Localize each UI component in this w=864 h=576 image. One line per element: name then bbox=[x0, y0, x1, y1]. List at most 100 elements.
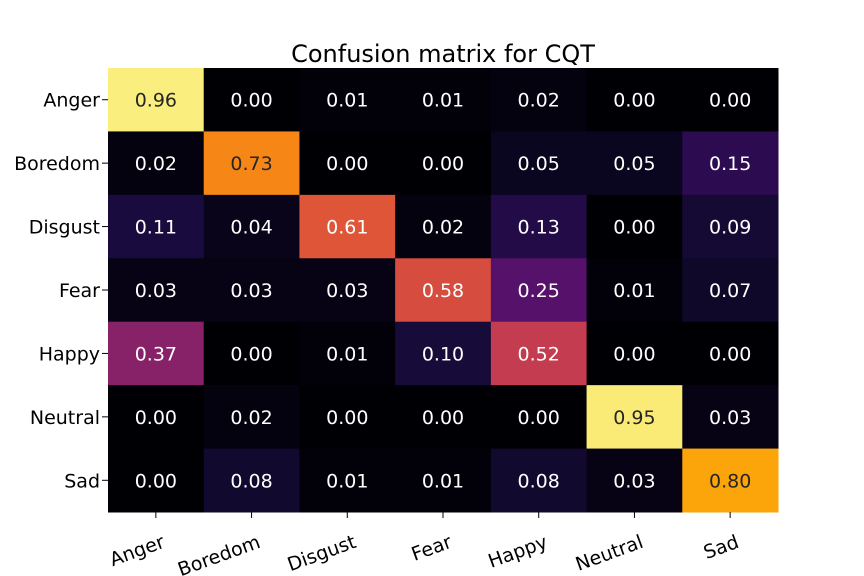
cell-boredom-neutral bbox=[586, 131, 683, 196]
x-tick-label-sad: Sad bbox=[701, 531, 742, 564]
y-axis: Anger Boredom Disgust Fear Happy Neutral Sad bbox=[14, 90, 108, 492]
cell-value-label: 0.00 bbox=[613, 90, 655, 112]
heatmap-cell-labels: 0.96 0.00 0.01 0.01 0.02 0.00 0.00 0.02 0.73 0.00… bbox=[135, 90, 752, 493]
cell-value-label: 0.25 bbox=[518, 280, 560, 302]
cell-value-label: 0.00 bbox=[709, 90, 751, 112]
cell-disgust-neutral bbox=[586, 194, 683, 259]
cell-value-label: 0.04 bbox=[230, 217, 272, 239]
x-tick-label-neutral: Neutral bbox=[573, 531, 646, 576]
cell-value-label: 0.00 bbox=[709, 343, 751, 365]
cell-value-label: 0.00 bbox=[230, 90, 272, 112]
cell-fear-sad bbox=[682, 258, 779, 323]
cell-value-label: 0.00 bbox=[230, 343, 272, 365]
cell-sad-sad bbox=[682, 448, 779, 513]
cell-value-label: 0.00 bbox=[135, 407, 177, 429]
cell-boredom-anger bbox=[108, 131, 205, 196]
cell-boredom-disgust bbox=[299, 131, 396, 196]
cell-neutral-boredom bbox=[203, 385, 300, 450]
y-tick-label-anger: Anger bbox=[43, 90, 100, 112]
cell-fear-fear bbox=[395, 258, 492, 323]
cell-value-label: 0.58 bbox=[422, 280, 464, 302]
cell-sad-happy bbox=[490, 448, 588, 513]
x-tick-label-fear: Fear bbox=[409, 531, 455, 566]
cell-value-label: 0.02 bbox=[135, 153, 177, 175]
cell-value-label: 0.00 bbox=[135, 470, 177, 492]
cell-value-label: 0.02 bbox=[230, 407, 272, 429]
x-tick-label-disgust: Disgust bbox=[285, 531, 359, 576]
cell-neutral-fear bbox=[395, 385, 492, 450]
cell-sad-disgust bbox=[299, 448, 396, 513]
cell-sad-boredom bbox=[203, 448, 300, 513]
cell-value-label: 0.96 bbox=[135, 90, 177, 112]
y-tick-label-neutral: Neutral bbox=[30, 407, 100, 429]
x-axis: Anger Boredom Disgust Fear Happy Neutral Sad bbox=[107, 512, 742, 576]
cell-sad-anger bbox=[108, 448, 205, 513]
cell-value-label: 0.03 bbox=[326, 280, 368, 302]
cell-boredom-fear bbox=[395, 131, 492, 196]
cell-neutral-disgust bbox=[299, 385, 396, 450]
y-tick-label-fear: Fear bbox=[59, 280, 100, 302]
cell-value-label: 0.13 bbox=[518, 217, 560, 239]
cell-fear-disgust bbox=[299, 258, 396, 323]
cell-anger-sad bbox=[682, 68, 779, 132]
cell-disgust-happy bbox=[490, 194, 588, 259]
cell-value-label: 0.15 bbox=[709, 153, 751, 175]
cell-disgust-fear bbox=[395, 194, 492, 259]
cell-value-label: 0.08 bbox=[230, 470, 272, 492]
cell-value-label: 0.05 bbox=[613, 153, 655, 175]
cell-value-label: 0.80 bbox=[709, 470, 751, 492]
cell-value-label: 0.03 bbox=[230, 280, 272, 302]
x-tick-label-boredom: Boredom bbox=[175, 531, 263, 576]
cell-value-label: 0.08 bbox=[518, 470, 560, 492]
cell-happy-fear bbox=[395, 321, 492, 386]
cell-happy-neutral bbox=[586, 321, 683, 386]
cell-sad-fear bbox=[395, 448, 492, 513]
chart-title: Confusion matrix for CQT bbox=[291, 40, 595, 68]
cell-happy-happy bbox=[490, 321, 588, 386]
cell-neutral-neutral bbox=[586, 385, 683, 450]
cell-sad-neutral bbox=[586, 448, 683, 513]
cell-boredom-sad bbox=[682, 131, 779, 196]
cell-value-label: 0.00 bbox=[326, 153, 368, 175]
cell-value-label: 0.10 bbox=[422, 343, 464, 365]
cell-fear-happy bbox=[490, 258, 588, 323]
cell-boredom-boredom bbox=[203, 131, 300, 196]
cell-fear-anger bbox=[108, 258, 205, 323]
cell-disgust-sad bbox=[682, 194, 779, 259]
cell-value-label: 0.11 bbox=[135, 217, 177, 239]
cell-happy-boredom bbox=[203, 321, 300, 386]
y-tick-label-disgust: Disgust bbox=[29, 217, 100, 239]
cell-neutral-happy bbox=[490, 385, 588, 450]
cell-neutral-sad bbox=[682, 385, 779, 450]
cell-happy-anger bbox=[108, 321, 205, 386]
cell-anger-happy bbox=[490, 68, 588, 132]
cell-value-label: 0.00 bbox=[518, 407, 560, 429]
cell-value-label: 0.02 bbox=[518, 90, 560, 112]
y-tick-label-happy: Happy bbox=[39, 343, 100, 365]
cell-anger-neutral bbox=[586, 68, 683, 132]
heatmap-cells bbox=[108, 68, 779, 513]
cell-value-label: 0.03 bbox=[135, 280, 177, 302]
cell-happy-disgust bbox=[299, 321, 396, 386]
cell-boredom-happy bbox=[490, 131, 588, 196]
cell-value-label: 0.00 bbox=[422, 407, 464, 429]
cell-value-label: 0.01 bbox=[422, 470, 464, 492]
cell-value-label: 0.01 bbox=[326, 470, 368, 492]
cell-value-label: 0.03 bbox=[613, 470, 655, 492]
cell-value-label: 0.02 bbox=[422, 217, 464, 239]
x-tick-label-happy: Happy bbox=[485, 531, 550, 573]
cell-value-label: 0.00 bbox=[613, 343, 655, 365]
cell-value-label: 0.61 bbox=[326, 217, 368, 239]
cell-anger-anger bbox=[108, 68, 205, 132]
cell-fear-boredom bbox=[203, 258, 300, 323]
cell-disgust-boredom bbox=[203, 194, 300, 259]
cell-value-label: 0.01 bbox=[326, 90, 368, 112]
cell-fear-neutral bbox=[586, 258, 683, 323]
cell-value-label: 0.01 bbox=[422, 90, 464, 112]
cell-anger-boredom bbox=[203, 68, 300, 132]
cell-value-label: 0.09 bbox=[709, 217, 751, 239]
x-tick-label-anger: Anger bbox=[107, 531, 168, 571]
cell-value-label: 0.07 bbox=[709, 280, 751, 302]
cell-value-label: 0.03 bbox=[709, 407, 751, 429]
